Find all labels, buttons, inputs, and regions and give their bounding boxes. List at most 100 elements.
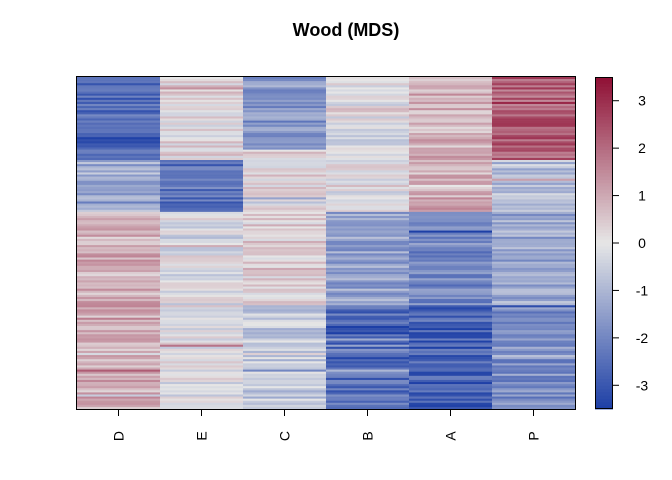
heatmap-cell bbox=[243, 249, 327, 252]
heatmap-cell bbox=[77, 350, 161, 354]
heatmap-cell bbox=[492, 305, 576, 308]
colorbar-segment bbox=[595, 126, 613, 131]
heatmap-cell bbox=[160, 151, 244, 155]
heatmap-cell bbox=[326, 83, 410, 86]
heatmap-cell bbox=[326, 176, 410, 179]
heatmap-cell bbox=[160, 323, 244, 327]
heatmap-cell bbox=[77, 224, 161, 227]
heatmap-cell bbox=[326, 301, 410, 304]
heatmap-cell bbox=[77, 299, 161, 302]
heatmap-cell bbox=[326, 388, 410, 391]
heatmap-cell bbox=[243, 253, 327, 256]
heatmap-cell bbox=[77, 249, 161, 252]
heatmap-cell bbox=[243, 137, 327, 140]
heatmap-cell bbox=[492, 234, 576, 238]
heatmap-cell bbox=[77, 265, 161, 269]
heatmap-cell bbox=[492, 149, 576, 153]
colorbar-segment bbox=[595, 123, 613, 128]
heatmap-cell bbox=[409, 128, 493, 132]
heatmap-cell bbox=[326, 400, 410, 404]
heatmap-cell bbox=[243, 272, 327, 275]
colorbar-segment bbox=[595, 173, 613, 177]
heatmap-cell bbox=[492, 357, 576, 360]
heatmap-cell bbox=[243, 259, 327, 262]
colorbar-segment bbox=[595, 239, 613, 244]
heatmap-cell bbox=[160, 355, 244, 358]
heatmap-cell bbox=[77, 95, 161, 99]
heatmap-cell bbox=[326, 336, 410, 339]
heatmap-cell bbox=[326, 348, 410, 352]
heatmap-cell bbox=[492, 251, 576, 254]
heatmap-cell bbox=[409, 342, 493, 345]
heatmap-cell bbox=[326, 220, 410, 223]
heatmap-cell bbox=[492, 278, 576, 281]
heatmap-cell bbox=[243, 261, 327, 265]
heatmap-cell bbox=[492, 282, 576, 285]
heatmap-cell bbox=[492, 79, 576, 82]
heatmap-cell bbox=[409, 222, 493, 225]
heatmap-cell bbox=[243, 168, 327, 171]
heatmap-cell bbox=[243, 232, 327, 236]
heatmap-cell bbox=[243, 184, 327, 188]
heatmap-cell bbox=[77, 172, 161, 175]
heatmap-cell bbox=[160, 359, 244, 362]
heatmap-cell bbox=[77, 93, 161, 96]
heatmap-cell bbox=[326, 332, 410, 335]
heatmap-cell bbox=[243, 224, 327, 227]
heatmap-cell bbox=[326, 342, 410, 345]
heatmap-cell bbox=[243, 284, 327, 287]
heatmap-cell bbox=[160, 199, 244, 202]
heatmap-cell bbox=[409, 286, 493, 289]
heatmap-cell bbox=[492, 348, 576, 352]
heatmap-cell bbox=[243, 265, 327, 269]
heatmap-cell bbox=[326, 361, 410, 364]
heatmap-cell bbox=[77, 199, 161, 202]
heatmap-cell bbox=[77, 311, 161, 314]
heatmap-cell bbox=[326, 402, 410, 406]
heatmap-cell bbox=[243, 377, 327, 381]
heatmap-cell bbox=[160, 377, 244, 381]
heatmap-cell bbox=[409, 363, 493, 366]
heatmap-cell bbox=[77, 143, 161, 146]
heatmap-cell bbox=[409, 130, 493, 134]
heatmap-cell bbox=[160, 375, 244, 379]
heatmap-cell bbox=[492, 211, 576, 215]
heatmap-cell bbox=[77, 243, 161, 246]
heatmap-cell bbox=[243, 207, 327, 211]
colorbar-tick-label: 0 bbox=[638, 235, 646, 251]
heatmap-cell bbox=[409, 392, 493, 395]
heatmap-cell bbox=[409, 315, 493, 319]
colorbar-segment bbox=[595, 389, 613, 393]
heatmap-cell bbox=[77, 342, 161, 345]
heatmap-cell bbox=[77, 228, 161, 231]
heatmap-cell bbox=[243, 336, 327, 339]
heatmap-cell bbox=[409, 203, 493, 206]
heatmap-cell bbox=[160, 216, 244, 219]
heatmap-cell bbox=[160, 213, 244, 217]
heatmap-cell bbox=[243, 307, 327, 310]
heatmap-cell bbox=[409, 230, 493, 233]
heatmap-cell bbox=[409, 386, 493, 389]
heatmap-cell bbox=[77, 220, 161, 223]
colorbar-segment bbox=[595, 133, 613, 138]
heatmap-cell bbox=[326, 234, 410, 238]
heatmap-cell bbox=[326, 328, 410, 331]
heatmap-cell bbox=[492, 288, 576, 292]
heatmap-cell bbox=[409, 276, 493, 279]
heatmap-cell bbox=[160, 155, 244, 159]
heatmap-cell bbox=[77, 367, 161, 370]
heatmap-cell bbox=[243, 186, 327, 190]
heatmap-cell bbox=[409, 224, 493, 227]
heatmap-cell bbox=[77, 355, 161, 358]
heatmap-cell bbox=[492, 164, 576, 167]
heatmap-cell bbox=[409, 301, 493, 304]
heatmap-cell bbox=[409, 97, 493, 101]
heatmap-cell bbox=[326, 313, 410, 316]
heatmap-cell bbox=[243, 301, 327, 304]
colorbar-segment bbox=[595, 392, 613, 397]
heatmap-cell bbox=[409, 220, 493, 223]
heatmap-cell bbox=[326, 103, 410, 107]
heatmap-cell bbox=[243, 93, 327, 96]
colorbar-segment bbox=[595, 385, 613, 390]
heatmap-cell bbox=[243, 315, 327, 319]
